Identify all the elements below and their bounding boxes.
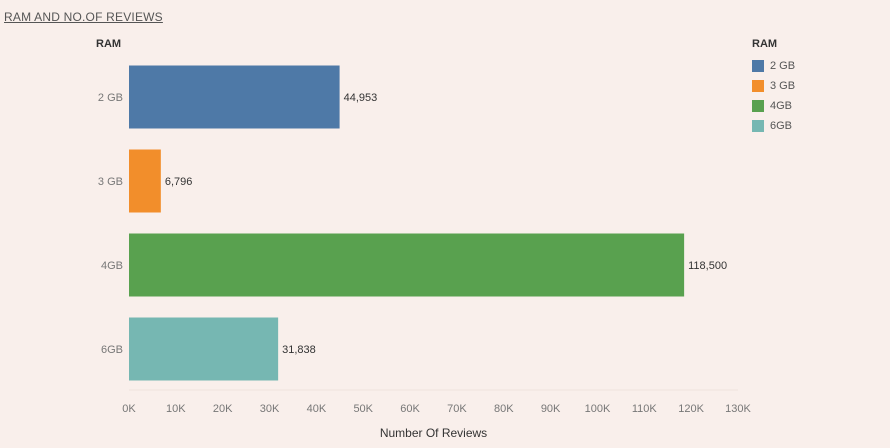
legend-swatch-4gb [752,100,764,112]
bar-3gb[interactable] [129,149,161,213]
x-axis-title: Number Of Reviews [379,426,488,440]
value-label-6gb: 31,838 [282,344,316,356]
chart-title[interactable]: RAM AND NO.OF REVIEWS [4,10,163,24]
category-label-2gb: 2 GB [98,92,123,104]
legend-label-6gb: 6GB [770,120,793,132]
x-tick-label: 20K [213,403,233,415]
x-tick-label: 90K [541,403,561,415]
legend-label-4gb: 4GB [770,100,793,112]
legend-label-2gb: 2 GB [770,60,796,72]
legend-item-4gb[interactable]: 4GB [752,96,795,116]
x-tick-label: 100K [585,403,611,415]
bar-4gb[interactable] [129,233,685,297]
x-tick-label: 130K [725,403,751,415]
value-label-2gb: 44,953 [344,92,378,104]
x-tick-label: 60K [400,403,420,415]
category-label-4gb: 4GB [101,260,123,272]
x-tick-label: 0K [122,403,136,415]
bar-2gb[interactable] [129,65,340,129]
legend-title: RAM [752,38,778,50]
legend-item-6gb[interactable]: 6GB [752,116,795,136]
legend-item-3gb[interactable]: 3 GB [752,76,795,96]
x-tick-label: 10K [166,403,186,415]
value-label-3gb: 6,796 [165,176,193,188]
category-label-6gb: 6GB [101,344,123,356]
legend: RAM 2 GB 3 GB 4GB 6GB [752,38,795,136]
x-tick-label: 120K [678,403,704,415]
x-tick-label: 30K [260,403,280,415]
legend-label-3gb: 3 GB [770,80,796,92]
x-tick-label: 80K [494,403,514,415]
row-axis-header: RAM [96,38,122,50]
x-tick-label: 110K [632,403,658,415]
legend-item-2gb[interactable]: 2 GB [752,56,795,76]
x-tick-label: 40K [307,403,327,415]
category-label-3gb: 3 GB [98,176,123,188]
x-tick-label: 50K [353,403,373,415]
x-tick-label: 70K [447,403,467,415]
legend-swatch-3gb [752,80,764,92]
legend-swatch-2gb [752,60,764,72]
value-label-4gb: 118,500 [688,260,727,272]
bar-6gb[interactable] [129,317,279,381]
legend-swatch-6gb [752,120,764,132]
